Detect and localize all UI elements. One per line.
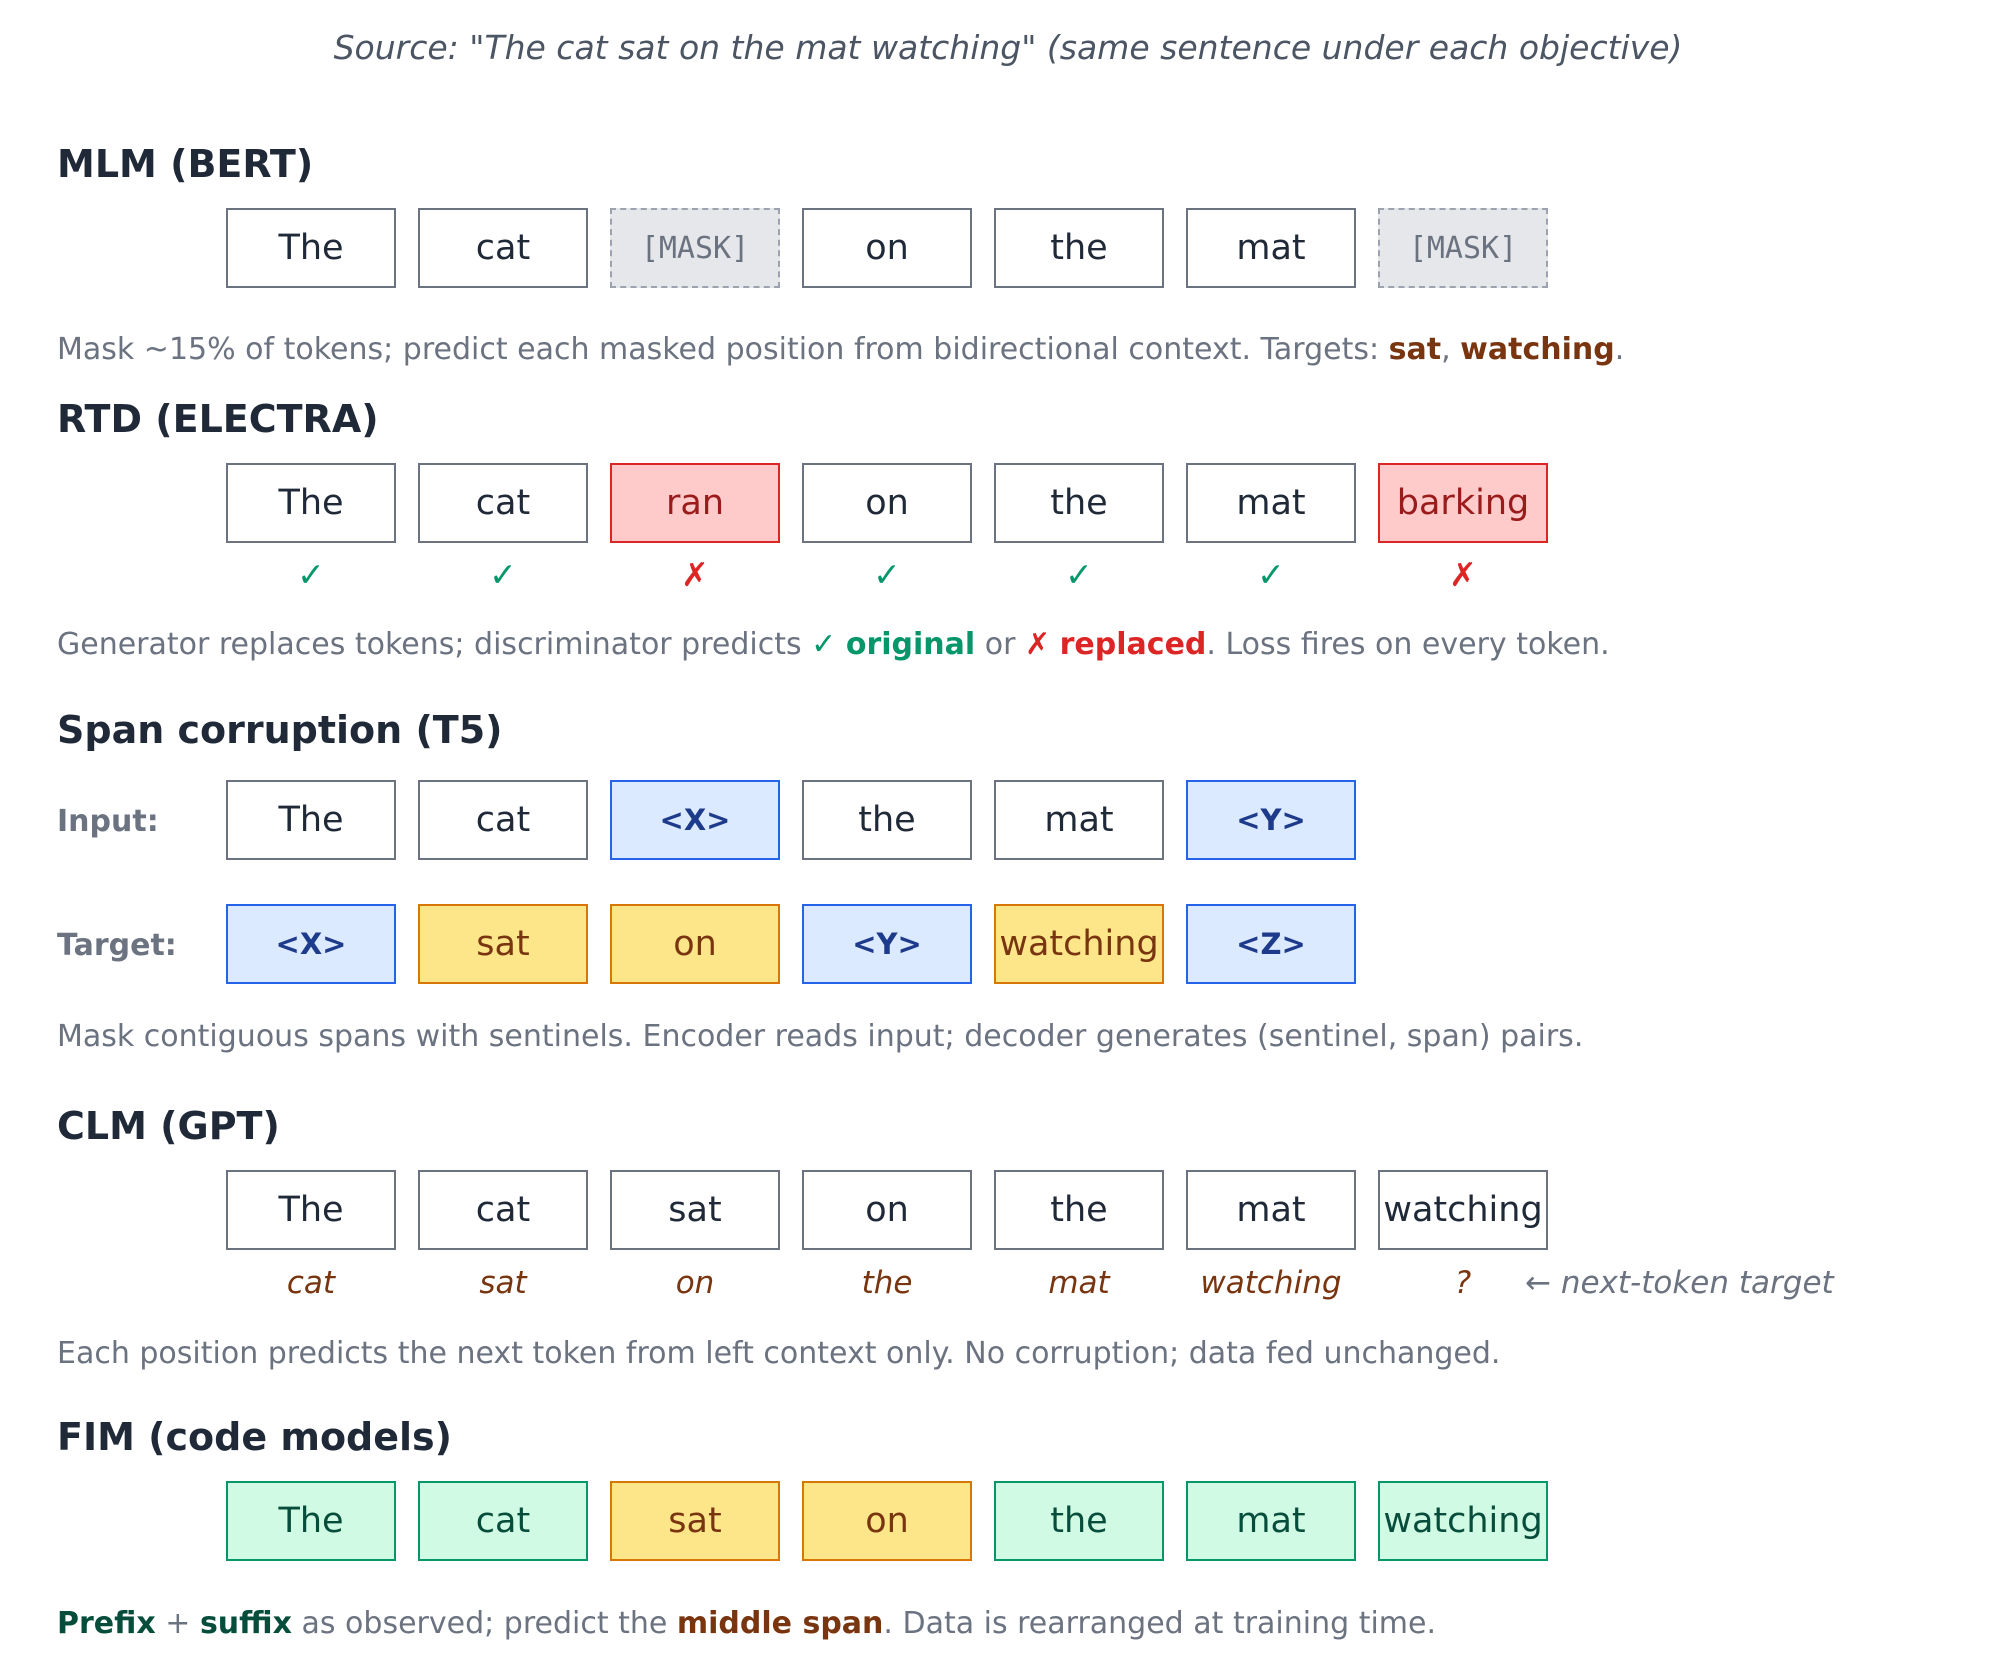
mlm-target-1: sat [1388, 332, 1442, 367]
token-box: cat [418, 463, 588, 543]
token-box: sat [610, 1170, 780, 1250]
next-token-target: on [675, 1265, 715, 1301]
clm-description: Each position predicts the next token fr… [57, 1336, 1501, 1371]
fim-prefix-label: Prefix [57, 1606, 156, 1641]
token-box: sat [418, 904, 588, 984]
rtd-desc-text: Generator replaces tokens; discriminator… [57, 627, 812, 662]
token-box: cat [418, 780, 588, 860]
fim-description: Prefix + suffix as observed; predict the… [57, 1606, 1436, 1641]
check-icon: ✓ [297, 555, 325, 594]
fim-desc-end: . Data is rearranged at training time. [883, 1606, 1437, 1641]
cross-icon: ✗ [681, 555, 709, 594]
token-box: the [994, 1481, 1164, 1561]
cross-icon: ✗ [1024, 627, 1051, 662]
span-input-label: Input: [57, 804, 159, 839]
token-box: watching [1378, 1481, 1548, 1561]
token-box: <Y> [802, 904, 972, 984]
token-box: mat [994, 780, 1164, 860]
mlm-target-2: watching [1460, 332, 1615, 367]
token-box: the [994, 1170, 1164, 1250]
token-box: watching [994, 904, 1164, 984]
token-box: The [226, 208, 396, 288]
next-token-target: sat [479, 1265, 527, 1301]
token-box: cat [418, 1481, 588, 1561]
token-box: barking [1378, 463, 1548, 543]
cross-icon: ✗ [1449, 555, 1477, 594]
source-caption: Source: "The cat sat on the mat watching… [333, 28, 1683, 67]
rtd-description: Generator replaces tokens; discriminator… [57, 627, 1610, 662]
span-target-label: Target: [57, 928, 177, 963]
token-box: [MASK] [610, 208, 780, 288]
fim-desc-plus: + [155, 1606, 200, 1641]
token-box: on [610, 904, 780, 984]
token-box: cat [418, 1170, 588, 1250]
next-token-target: watching [1200, 1265, 1342, 1301]
token-box: on [802, 1170, 972, 1250]
token-box: The [226, 1481, 396, 1561]
token-box: <Z> [1186, 904, 1356, 984]
clm-next-note: ← next-token target [1525, 1265, 1834, 1301]
token-box: mat [1186, 1481, 1356, 1561]
rtd-replaced-label: replaced [1059, 627, 1207, 662]
fim-suffix-label: suffix [199, 1606, 292, 1641]
fim-middle-label: middle span [676, 1606, 884, 1641]
token-box: <X> [610, 780, 780, 860]
token-box: on [802, 208, 972, 288]
token-box: The [226, 463, 396, 543]
token-box: ran [610, 463, 780, 543]
token-box: the [994, 463, 1164, 543]
token-box: mat [1186, 1170, 1356, 1250]
token-box: [MASK] [1378, 208, 1548, 288]
rtd-original-label: original [845, 627, 976, 662]
mlm-desc-end: . [1614, 332, 1625, 367]
check-icon: ✓ [811, 627, 837, 662]
check-icon: ✓ [1257, 555, 1285, 594]
token-box: sat [610, 1481, 780, 1561]
token-box: the [802, 780, 972, 860]
token-box: mat [1186, 463, 1356, 543]
token-box: mat [1186, 208, 1356, 288]
check-icon: ✓ [1065, 555, 1093, 594]
mlm-desc-text: Mask ~15% of tokens; predict each masked… [57, 332, 1389, 367]
fim-desc-mid: as observed; predict the [291, 1606, 677, 1641]
rtd-desc-suffix: . Loss fires on every token. [1206, 627, 1610, 662]
rtd-desc-or: or [975, 627, 1025, 662]
mlm-description: Mask ~15% of tokens; predict each masked… [57, 332, 1624, 367]
token-box: <Y> [1186, 780, 1356, 860]
token-box: watching [1378, 1170, 1548, 1250]
span-heading: Span corruption (T5) [57, 708, 503, 752]
token-box: the [994, 208, 1164, 288]
token-box: cat [418, 208, 588, 288]
token-box: on [802, 463, 972, 543]
next-token-target: ? [1454, 1265, 1472, 1301]
check-icon: ✓ [489, 555, 517, 594]
token-box: The [226, 1170, 396, 1250]
mlm-heading: MLM (BERT) [57, 142, 314, 186]
span-description: Mask contiguous spans with sentinels. En… [57, 1019, 1584, 1054]
rtd-heading: RTD (ELECTRA) [57, 397, 379, 441]
token-box: on [802, 1481, 972, 1561]
next-token-target: mat [1048, 1265, 1110, 1301]
mlm-desc-sep: , [1441, 332, 1461, 367]
next-token-target: the [861, 1265, 913, 1301]
token-box: The [226, 780, 396, 860]
fim-heading: FIM (code models) [57, 1415, 453, 1459]
token-box: <X> [226, 904, 396, 984]
check-icon: ✓ [873, 555, 901, 594]
next-token-target: cat [286, 1265, 336, 1301]
clm-heading: CLM (GPT) [57, 1104, 280, 1148]
